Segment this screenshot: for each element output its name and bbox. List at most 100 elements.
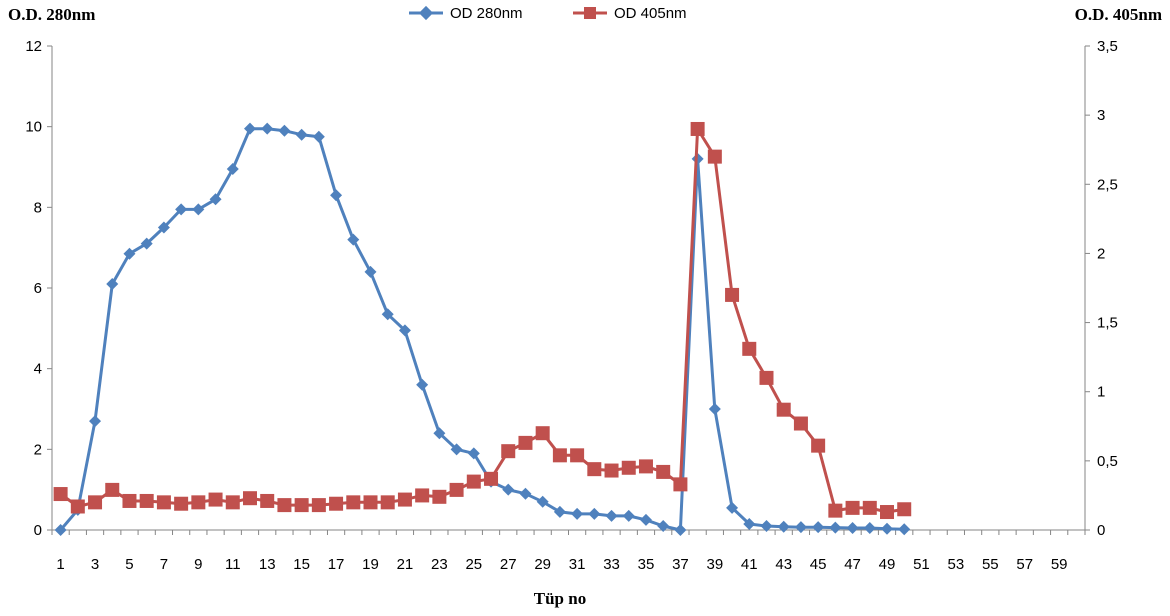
x-tick-label: 13 (259, 556, 276, 573)
data-point-od405 (845, 500, 860, 515)
data-point-od405 (53, 487, 68, 502)
left-y-tick-label: 2 (34, 441, 42, 458)
data-point-od405 (346, 495, 361, 510)
data-point-od280 (123, 247, 136, 260)
x-tick-label: 37 (672, 556, 689, 573)
data-point-od280 (54, 524, 67, 536)
data-point-od405 (449, 482, 464, 497)
data-point-od405 (191, 495, 206, 510)
x-tick-label: 41 (741, 556, 758, 573)
right-y-tick-label: 2,5 (1097, 176, 1118, 193)
data-point-od280 (743, 517, 756, 530)
data-point-od280 (794, 521, 807, 534)
legend-swatch-od280-marker (418, 5, 434, 21)
left-y-tick-label: 12 (25, 38, 42, 55)
data-point-od405 (242, 491, 257, 506)
x-tick-label: 49 (879, 556, 896, 573)
data-point-od405 (363, 495, 378, 510)
legend-item-od405: OD 405nm (573, 5, 687, 22)
x-tick-label: 31 (569, 556, 586, 573)
data-point-od405 (587, 462, 602, 477)
data-point-od405 (70, 499, 85, 514)
data-point-od280 (812, 521, 825, 534)
data-point-od405 (174, 496, 189, 511)
x-tick-label: 57 (1016, 556, 1033, 573)
x-tick-label: 7 (160, 556, 168, 573)
data-point-od405 (690, 121, 705, 136)
data-point-od405 (759, 370, 774, 385)
legend-item-od280: OD 280nm (409, 5, 523, 22)
data-point-od405 (535, 426, 550, 441)
data-point-od405 (139, 493, 154, 508)
data-point-od280 (863, 521, 876, 534)
data-point-od405 (329, 496, 344, 511)
data-point-od405 (725, 287, 740, 302)
left-axis-title: O.D. 280nm (8, 5, 95, 24)
x-tick-label: 5 (125, 556, 133, 573)
data-point-od405 (656, 464, 671, 479)
data-point-od280 (777, 520, 790, 533)
data-point-od405 (397, 492, 412, 507)
data-point-od405 (811, 438, 826, 453)
data-point-od280 (519, 487, 532, 500)
series-line-od280 (59, 127, 905, 532)
data-point-od405 (862, 500, 877, 515)
x-tick-label: 39 (706, 556, 723, 573)
data-point-od280 (278, 124, 291, 137)
data-point-od280 (398, 324, 411, 337)
data-point-od280 (157, 221, 170, 234)
data-point-od280 (605, 509, 618, 522)
series-od405 (53, 121, 912, 520)
data-point-od405 (380, 495, 395, 510)
data-point-od405 (208, 492, 223, 507)
right-y-tick-label: 1,5 (1097, 315, 1118, 332)
x-tick-label: 19 (362, 556, 379, 573)
x-tick-label: 11 (225, 556, 241, 573)
right-axis-title: O.D. 405nm (1075, 5, 1162, 24)
data-point-od405 (518, 435, 533, 450)
x-axis-title: Tüp no (534, 589, 586, 608)
x-tick-label: 27 (500, 556, 517, 573)
data-point-od280 (639, 513, 652, 526)
data-point-od280 (312, 130, 325, 143)
data-point-od280 (416, 378, 429, 391)
data-point-od280 (209, 193, 222, 206)
data-point-od405 (260, 493, 275, 508)
data-point-od280 (708, 403, 721, 415)
data-point-od280 (571, 507, 584, 520)
data-point-od405 (122, 493, 137, 508)
x-tick-label: 29 (534, 556, 551, 573)
data-point-od405 (277, 498, 292, 513)
legend-swatch-od405-marker (584, 7, 596, 19)
data-point-od280 (502, 483, 515, 496)
left-y-tick-label: 4 (34, 361, 42, 378)
data-point-od405 (742, 341, 757, 356)
data-point-od405 (156, 495, 171, 510)
left-y-tick-label: 8 (34, 199, 42, 216)
data-point-od405 (604, 463, 619, 478)
data-point-od280 (829, 521, 842, 534)
data-point-od405 (105, 482, 120, 497)
data-point-od280 (261, 122, 274, 135)
data-point-od280 (881, 522, 894, 535)
data-point-od405 (828, 503, 843, 518)
data-point-od405 (294, 498, 309, 513)
data-point-od280 (347, 233, 360, 246)
left-y-tick-label: 6 (34, 280, 42, 297)
data-point-od280 (553, 505, 566, 518)
left-y-tick-label: 10 (25, 119, 42, 136)
data-point-od280 (433, 427, 446, 440)
data-point-od405 (88, 495, 103, 510)
data-point-od280 (536, 495, 549, 508)
data-point-od280 (726, 501, 739, 514)
right-y-tick-label: 3,5 (1097, 38, 1118, 55)
x-tick-label: 55 (982, 556, 999, 573)
data-point-od280 (106, 277, 119, 290)
x-tick-label: 23 (431, 556, 448, 573)
data-point-od280 (846, 521, 859, 534)
data-point-od280 (622, 509, 635, 522)
x-tick-label: 35 (638, 556, 655, 573)
series-layer (53, 121, 912, 536)
x-tick-label: 59 (1051, 556, 1068, 573)
data-point-od405 (621, 460, 636, 475)
